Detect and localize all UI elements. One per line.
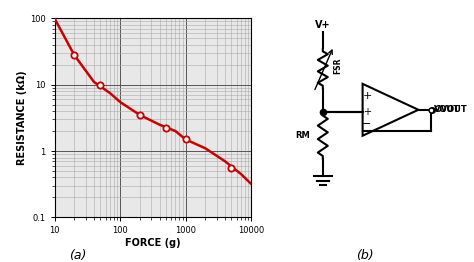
X-axis label: FORCE (g): FORCE (g)	[125, 238, 181, 248]
Text: RM: RM	[295, 131, 310, 140]
Text: +: +	[362, 91, 372, 101]
Text: −: −	[363, 126, 371, 136]
Text: V+: V+	[315, 20, 330, 30]
Text: OVOUT: OVOUT	[434, 105, 467, 114]
Text: +: +	[363, 107, 371, 117]
Y-axis label: RESISTANCE (kΩ): RESISTANCE (kΩ)	[17, 70, 27, 165]
Text: (b): (b)	[356, 249, 374, 262]
Text: O: O	[433, 107, 438, 113]
Text: (a): (a)	[70, 249, 87, 262]
Text: FSR: FSR	[334, 58, 343, 74]
Text: VOUT: VOUT	[434, 105, 460, 114]
Text: −: −	[362, 119, 372, 129]
